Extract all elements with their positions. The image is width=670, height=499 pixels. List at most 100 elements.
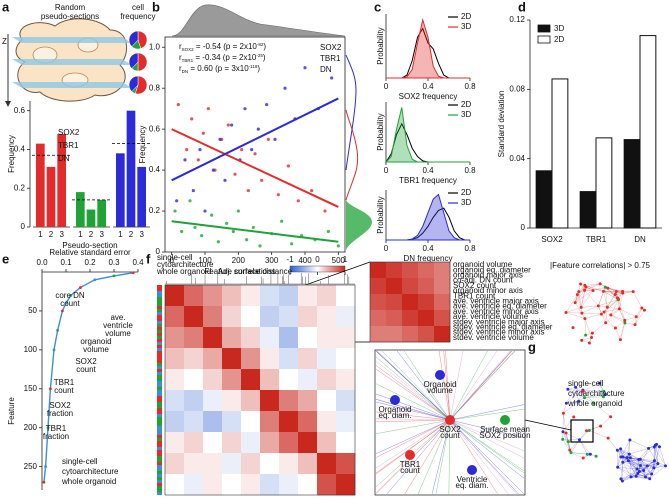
legend-label: 3D	[461, 110, 471, 119]
annotation: fraction	[43, 432, 69, 441]
network-edge	[449, 419, 519, 495]
point	[283, 86, 287, 90]
category-strip	[157, 483, 162, 486]
point	[276, 193, 280, 197]
network-node	[633, 323, 637, 327]
x-tick-label: 0.4	[422, 82, 434, 91]
heatmap-cell	[370, 262, 387, 279]
chart-title: Feature correlations	[204, 267, 275, 276]
y-axis-label: Feature	[7, 397, 16, 425]
network-edge	[582, 389, 604, 392]
category-strip	[157, 309, 162, 312]
heatmap-frame	[164, 284, 356, 496]
network-edge	[593, 403, 611, 417]
node-label: TBR1	[400, 460, 421, 469]
network-edge	[578, 391, 583, 402]
point	[310, 188, 314, 193]
x-tick-label: 0	[384, 82, 389, 91]
legend-label: 2D	[461, 12, 471, 21]
stat-part: r	[179, 53, 182, 62]
category-strip	[157, 378, 162, 381]
x-tick-label: TBR1	[586, 235, 607, 244]
category-strip	[157, 288, 162, 291]
heatmap-cell	[184, 390, 204, 412]
network-node	[626, 459, 630, 463]
heatmap-cell	[279, 285, 299, 307]
network-edge	[589, 430, 609, 439]
point	[180, 229, 184, 234]
network-edge	[628, 460, 638, 474]
heatmap-cell	[336, 390, 356, 412]
heatmap-cell	[165, 474, 185, 496]
point	[266, 137, 270, 141]
network-edge	[579, 430, 587, 440]
point	[246, 188, 250, 193]
network-edge	[566, 312, 582, 314]
heatmap-cell	[260, 327, 280, 349]
network-edge	[610, 314, 625, 321]
network-node	[617, 307, 621, 311]
network-edge	[577, 294, 582, 308]
network-edge	[605, 287, 608, 308]
heatmap-cell	[298, 327, 318, 349]
category-strip	[157, 408, 162, 411]
heatmap-cell	[165, 453, 185, 475]
network-edge	[575, 302, 586, 319]
network-node	[564, 401, 568, 405]
network-edge	[449, 419, 525, 474]
x-tick-label: 0.4	[422, 244, 434, 253]
network-node	[566, 440, 570, 444]
legend-label: 3D	[461, 198, 471, 207]
y-axis-label: Frequency	[138, 126, 147, 164]
point	[323, 209, 327, 213]
network-edge	[636, 476, 650, 479]
marginal-density	[171, 4, 346, 37]
y-tick-label: 0	[156, 247, 161, 256]
point	[93, 278, 97, 282]
network-edge	[584, 313, 602, 319]
x-tick-label: 1	[118, 230, 123, 239]
heatmap-cell	[260, 285, 280, 307]
category-strip	[157, 405, 162, 408]
point	[203, 209, 207, 213]
network-edge	[638, 448, 649, 460]
category-strip	[157, 462, 162, 465]
network-edge	[584, 318, 586, 336]
point	[211, 168, 215, 172]
network-edge	[638, 459, 652, 475]
network-node	[623, 318, 627, 322]
x-tick-label: 0.3	[108, 258, 120, 267]
network-edge	[563, 401, 579, 414]
network-edge	[375, 419, 451, 458]
heatmap-cell	[222, 348, 242, 370]
point	[64, 301, 68, 305]
heatmap-cell	[222, 411, 242, 433]
network-node	[598, 381, 602, 385]
legend-label: SOX2	[320, 43, 342, 52]
x-tick-label: SOX2	[541, 235, 563, 244]
point	[231, 229, 235, 234]
annotation: fraction	[47, 409, 73, 418]
heatmap-cell	[165, 348, 185, 370]
network-node	[640, 306, 644, 310]
pie-decoration	[137, 52, 148, 72]
network-edge	[630, 476, 650, 479]
network-edge	[640, 448, 649, 466]
category-strip	[157, 345, 162, 348]
annotation: count	[76, 365, 96, 374]
panel-label: c	[374, 0, 381, 14]
network-edge	[628, 460, 638, 470]
x-axis-label: DN frequency	[404, 254, 453, 263]
network-node	[642, 308, 646, 312]
heatmap-cell	[279, 453, 299, 475]
category-strip	[157, 477, 162, 480]
network-node	[631, 290, 635, 294]
network-edge	[575, 290, 585, 303]
network-edge	[375, 398, 451, 421]
legend-label: cytoarchitecture	[62, 467, 119, 476]
category-strip	[157, 432, 162, 435]
category-strip	[157, 441, 162, 444]
z-axis-label: Z	[2, 37, 7, 46]
network-node	[572, 415, 576, 419]
